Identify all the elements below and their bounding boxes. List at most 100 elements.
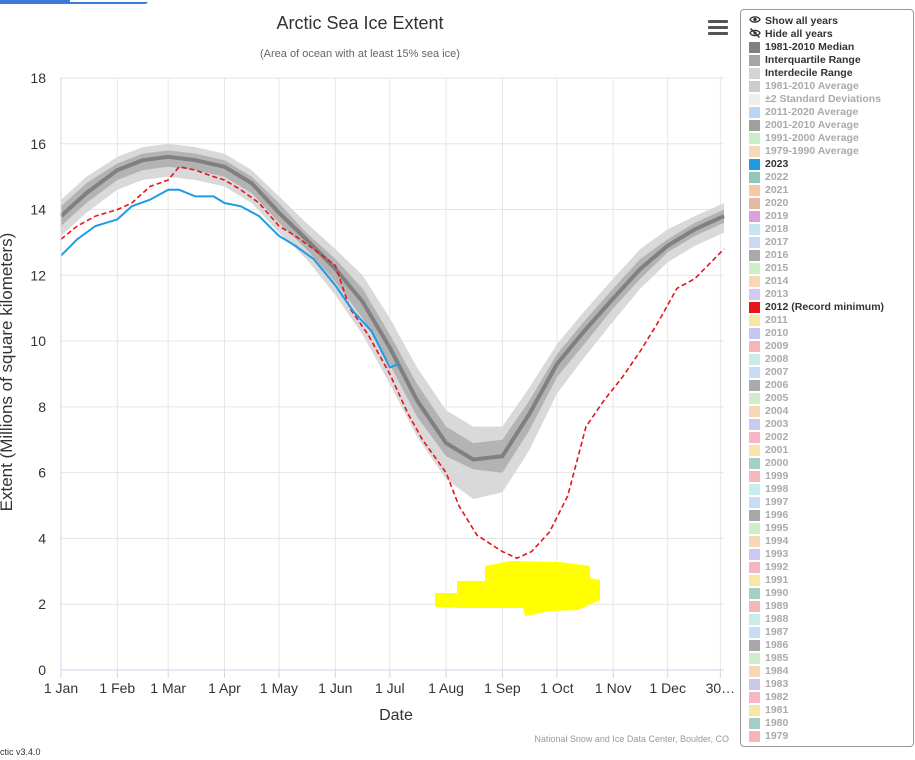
legend-item[interactable]: 1993 bbox=[749, 548, 913, 561]
legend-item[interactable]: 1994 bbox=[749, 535, 913, 548]
legend-item[interactable]: 2000 bbox=[749, 457, 913, 470]
legend-item[interactable]: 2006 bbox=[749, 379, 913, 392]
legend-item[interactable]: ±2 Standard Deviations bbox=[749, 93, 913, 106]
legend-item[interactable]: 2020 bbox=[749, 197, 913, 210]
legend-item[interactable]: 2004 bbox=[749, 405, 913, 418]
legend-item[interactable]: 1990 bbox=[749, 587, 913, 600]
legend-item[interactable]: Interdecile Range bbox=[749, 67, 913, 80]
legend-item[interactable]: 1981 bbox=[749, 704, 913, 717]
legend-item[interactable]: 2010 bbox=[749, 327, 913, 340]
legend-item[interactable]: 2019 bbox=[749, 210, 913, 223]
legend-label: 1986 bbox=[765, 639, 789, 651]
legend-item[interactable]: 2022 bbox=[749, 171, 913, 184]
legend-item[interactable]: 1983 bbox=[749, 678, 913, 691]
legend-swatch bbox=[749, 445, 760, 456]
legend-swatch bbox=[749, 55, 760, 66]
legend-label: 2018 bbox=[765, 223, 789, 235]
legend-item[interactable]: 1981-2010 Average bbox=[749, 80, 913, 93]
legend-swatch bbox=[749, 159, 760, 170]
legend-item[interactable]: 1979 bbox=[749, 730, 913, 743]
legend-label: 2016 bbox=[765, 249, 789, 261]
legend-swatch bbox=[749, 146, 760, 157]
legend-item[interactable]: Interquartile Range bbox=[749, 54, 913, 67]
legend-swatch bbox=[749, 458, 760, 469]
legend-label: 2022 bbox=[765, 171, 789, 183]
legend-item[interactable]: 2012 (Record minimum) bbox=[749, 301, 913, 314]
version-text: ctic v3.4.0 bbox=[0, 747, 41, 757]
legend-item[interactable]: 2002 bbox=[749, 431, 913, 444]
legend-swatch bbox=[749, 380, 760, 391]
legend-item[interactable]: 1985 bbox=[749, 652, 913, 665]
legend-label: 2023 bbox=[765, 158, 789, 170]
legend-label: 1991 bbox=[765, 574, 789, 586]
hamburger-menu-icon bbox=[708, 20, 728, 23]
legend-item[interactable]: 2011-2020 Average bbox=[749, 106, 913, 119]
legend-item[interactable]: 2013 bbox=[749, 288, 913, 301]
legend-item[interactable]: 2015 bbox=[749, 262, 913, 275]
legend-label: 1984 bbox=[765, 665, 789, 677]
legend-label: 2001 bbox=[765, 444, 789, 456]
legend-item[interactable]: 2005 bbox=[749, 392, 913, 405]
x-tick-label: 1 Jun bbox=[318, 680, 352, 696]
legend-label: ±2 Standard Deviations bbox=[765, 93, 882, 105]
legend-item[interactable]: 1980 bbox=[749, 717, 913, 730]
legend-item[interactable]: 1979-1990 Average bbox=[749, 145, 913, 158]
legend-item[interactable]: 1992 bbox=[749, 561, 913, 574]
legend-item[interactable]: 1989 bbox=[749, 600, 913, 613]
legend-label: 1981-2010 Median bbox=[765, 41, 855, 53]
legend-item[interactable]: 1982 bbox=[749, 691, 913, 704]
legend-item[interactable]: 1998 bbox=[749, 483, 913, 496]
legend-swatch bbox=[749, 133, 760, 144]
legend-label: 1988 bbox=[765, 613, 789, 625]
legend-item[interactable]: 2023 bbox=[749, 158, 913, 171]
legend-swatch bbox=[749, 666, 760, 677]
legend-item[interactable]: 2003 bbox=[749, 418, 913, 431]
chart-subtitle: (Area of ocean with at least 15% sea ice… bbox=[260, 48, 460, 60]
legend-label: 1992 bbox=[765, 561, 789, 573]
legend-item[interactable]: 2008 bbox=[749, 353, 913, 366]
legend-label: 1979-1990 Average bbox=[765, 145, 859, 157]
hide-all-years-button[interactable]: Hide all years bbox=[749, 27, 913, 42]
legend-item[interactable]: 1995 bbox=[749, 522, 913, 535]
legend-swatch bbox=[749, 562, 760, 573]
eye-slash-icon bbox=[749, 27, 761, 42]
legend-item[interactable]: 1999 bbox=[749, 470, 913, 483]
legend-item[interactable]: 2017 bbox=[749, 236, 913, 249]
y-tick-label: 14 bbox=[30, 202, 46, 218]
legend-label: 2000 bbox=[765, 457, 789, 469]
chart-menu-button[interactable] bbox=[708, 20, 728, 38]
legend-item[interactable]: 1991 bbox=[749, 574, 913, 587]
legend-item[interactable]: 2014 bbox=[749, 275, 913, 288]
legend-item[interactable]: 2009 bbox=[749, 340, 913, 353]
legend-swatch bbox=[749, 705, 760, 716]
legend-swatch bbox=[749, 341, 760, 352]
legend-item[interactable]: 1988 bbox=[749, 613, 913, 626]
legend-swatch bbox=[749, 42, 760, 53]
legend-item[interactable]: 2011 bbox=[749, 314, 913, 327]
legend-item[interactable]: 1991-2000 Average bbox=[749, 132, 913, 145]
legend-item[interactable]: 2016 bbox=[749, 249, 913, 262]
credit-text[interactable]: National Snow and Ice Data Center, Bould… bbox=[534, 734, 729, 744]
legend-swatch bbox=[749, 575, 760, 586]
x-tick-label: 1 Apr bbox=[208, 680, 241, 696]
legend-label: 1985 bbox=[765, 652, 789, 664]
legend-item[interactable]: 1981-2010 Median bbox=[749, 41, 913, 54]
legend-item[interactable]: 1987 bbox=[749, 626, 913, 639]
legend-item[interactable]: 2001 bbox=[749, 444, 913, 457]
legend-item[interactable]: 1984 bbox=[749, 665, 913, 678]
legend-item[interactable]: 1996 bbox=[749, 509, 913, 522]
legend-item[interactable]: 2007 bbox=[749, 366, 913, 379]
legend-label: 1999 bbox=[765, 470, 789, 482]
legend-swatch bbox=[749, 523, 760, 534]
x-tick-label: 1 Jul bbox=[375, 680, 405, 696]
legend-item[interactable]: 2021 bbox=[749, 184, 913, 197]
legend-item[interactable]: 2018 bbox=[749, 223, 913, 236]
legend-item[interactable]: 2001-2010 Average bbox=[749, 119, 913, 132]
top-toolbar-button[interactable] bbox=[0, 0, 148, 4]
legend-item[interactable]: 1986 bbox=[749, 639, 913, 652]
show-all-years-button[interactable]: Show all years bbox=[749, 15, 913, 28]
legend-item[interactable]: 1997 bbox=[749, 496, 913, 509]
y-axis-label: Extent (Millions of square kilometers) bbox=[0, 232, 16, 512]
legend-label: 2014 bbox=[765, 275, 789, 287]
legend-label: Interquartile Range bbox=[765, 54, 861, 66]
